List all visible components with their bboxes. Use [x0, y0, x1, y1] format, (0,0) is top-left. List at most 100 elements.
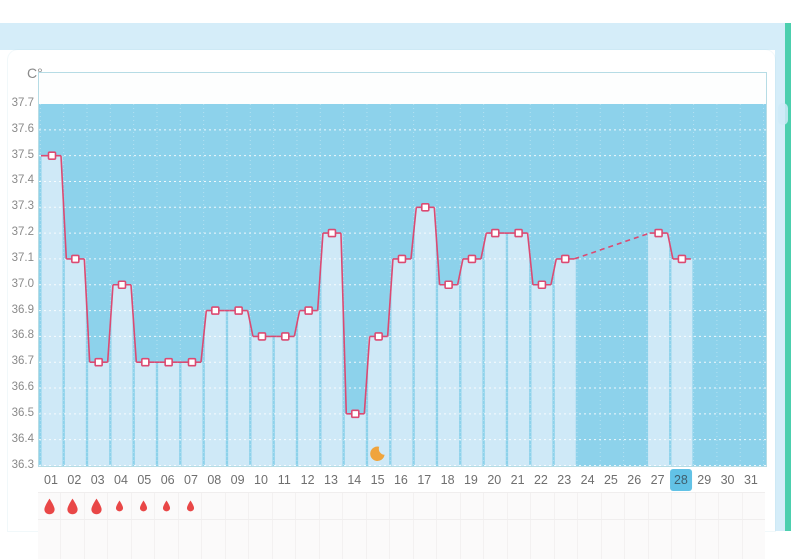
symbol-cell-day-01	[38, 520, 62, 559]
day-label-14[interactable]: 14	[347, 473, 362, 487]
day-label-13[interactable]: 13	[324, 473, 338, 487]
scroll-edge-bar[interactable]	[785, 23, 791, 531]
symbol-cell-day-12	[296, 493, 320, 519]
y-tick-label: 37.3	[11, 200, 34, 213]
day-label-28[interactable]: 28	[669, 469, 692, 491]
symbol-cell-day-10	[249, 493, 273, 519]
symbol-cell-day-04	[108, 493, 132, 519]
day-label-29[interactable]: 29	[697, 473, 712, 487]
symbol-cell-day-22	[531, 493, 555, 519]
symbol-cell-day-02	[61, 493, 85, 519]
day-label-22[interactable]: 22	[533, 473, 548, 487]
chart-plot-area	[38, 72, 767, 467]
symbol-cell-day-24	[578, 493, 602, 519]
day-column-highlight	[181, 362, 203, 466]
temperature-line-segment	[200, 310, 208, 363]
symbol-cell-day-19	[461, 520, 485, 559]
period-droplet-icon	[116, 500, 124, 512]
temperature-line-segment	[316, 233, 324, 311]
data-point-marker	[47, 151, 57, 160]
y-tick-label: 37.5	[11, 148, 34, 161]
symbol-cell-day-09	[226, 520, 250, 559]
day-label-02[interactable]: 02	[67, 473, 82, 487]
day-column-highlight	[228, 310, 250, 466]
temperature-line-segment	[60, 155, 68, 259]
data-point-marker	[304, 306, 313, 315]
day-label-24[interactable]: 24	[580, 473, 595, 487]
temperature-line-segment	[526, 233, 534, 285]
data-point-marker	[677, 254, 687, 264]
symbol-cell-day-16	[390, 493, 414, 519]
data-point-marker	[117, 280, 127, 290]
temperature-line-segment	[666, 232, 674, 260]
day-column-highlight	[461, 258, 483, 466]
symbol-cell-day-07	[179, 493, 203, 519]
day-label-19[interactable]: 19	[463, 473, 478, 487]
symbol-cell-day-04	[108, 520, 132, 559]
data-point-marker	[560, 254, 570, 264]
symbol-cell-day-25	[602, 493, 626, 519]
scrollbar-notch[interactable]	[778, 103, 788, 125]
symbol-cell-day-26	[625, 493, 649, 519]
day-label-08[interactable]: 08	[207, 473, 222, 487]
temperature-line-segment	[246, 310, 254, 337]
day-label-09[interactable]: 09	[230, 473, 245, 487]
y-tick-label: 36.7	[11, 355, 34, 368]
temperature-line-segment	[550, 258, 558, 285]
period-droplet-icon	[163, 500, 171, 512]
symbol-cell-day-25	[602, 520, 626, 559]
period-droplet-icon	[67, 498, 78, 514]
day-label-21[interactable]: 21	[510, 473, 525, 487]
temperature-line-segment	[410, 207, 418, 260]
day-label-06[interactable]: 06	[160, 473, 175, 487]
day-label-18[interactable]: 18	[440, 473, 455, 487]
day-label-11[interactable]: 11	[277, 473, 291, 487]
data-point-marker	[514, 228, 523, 238]
data-point-marker	[350, 409, 360, 419]
temperature-line-segment	[340, 233, 348, 414]
day-label-15[interactable]: 15	[370, 473, 385, 487]
data-point-marker	[374, 332, 383, 341]
temperature-line-segment	[386, 258, 394, 337]
symbol-cell-day-20	[484, 520, 508, 559]
day-column-highlight	[274, 336, 296, 466]
day-label-04[interactable]: 04	[114, 473, 128, 487]
day-label-16[interactable]: 16	[393, 473, 408, 487]
day-label-07[interactable]: 07	[184, 473, 198, 487]
day-label-26[interactable]: 26	[627, 473, 642, 487]
data-point-marker	[187, 357, 197, 367]
temperature-line-segment	[130, 284, 138, 363]
symbol-cell-day-30	[719, 520, 743, 559]
y-tick-label: 36.4	[11, 432, 34, 445]
day-label-05[interactable]: 05	[137, 473, 152, 487]
day-column-highlight	[321, 233, 343, 466]
temperature-line-segment	[83, 258, 91, 363]
symbol-cell-day-06	[155, 520, 179, 559]
day-label-01[interactable]: 01	[44, 473, 58, 487]
symbol-cell-day-23	[555, 493, 579, 519]
day-column-highlight	[484, 233, 506, 466]
symbol-cell-day-28	[672, 493, 696, 519]
day-label-30[interactable]: 30	[720, 473, 735, 487]
day-label-20[interactable]: 20	[487, 473, 502, 487]
y-tick-label: 37.4	[11, 174, 34, 187]
y-tick-label: 37.6	[11, 122, 34, 135]
y-tick-label: 37.1	[11, 251, 34, 264]
data-point-marker	[234, 306, 243, 315]
day-label-10[interactable]: 10	[254, 473, 268, 487]
period-flow-row	[38, 492, 765, 519]
day-label-31[interactable]: 31	[743, 473, 758, 487]
symbol-cell-day-05	[132, 520, 156, 559]
day-label-12[interactable]: 12	[300, 473, 315, 487]
data-point-marker	[164, 357, 173, 367]
symbol-cell-day-16	[390, 520, 414, 559]
day-column-highlight	[648, 233, 670, 466]
day-label-03[interactable]: 03	[90, 473, 105, 487]
day-label-25[interactable]: 25	[603, 473, 618, 487]
day-label-17[interactable]: 17	[417, 473, 432, 487]
data-point-marker	[71, 254, 80, 264]
day-label-23[interactable]: 23	[557, 473, 572, 487]
temperature-line-segment	[363, 336, 371, 414]
y-tick-label: 36.6	[11, 381, 34, 394]
day-label-27[interactable]: 27	[650, 473, 665, 487]
